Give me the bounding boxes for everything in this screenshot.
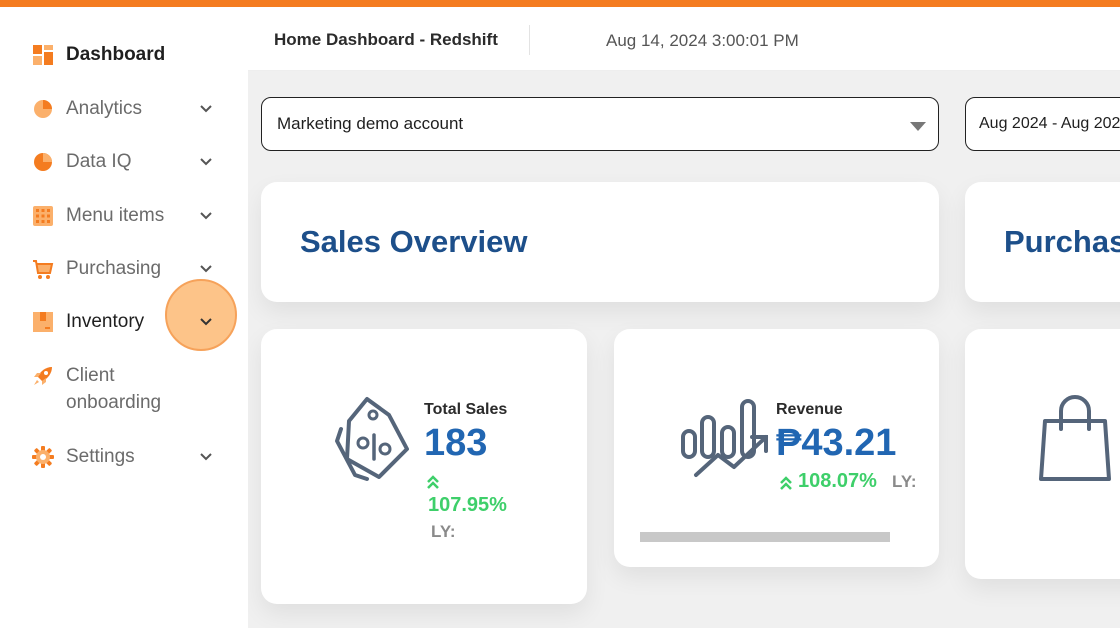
revenue-card[interactable]: Revenue ₱43.21 108.07% LY: <box>614 329 939 567</box>
sidebar-item-label: Data IQ <box>66 151 132 172</box>
growth-chart-icon <box>681 399 768 477</box>
metric-label: Total Sales <box>424 401 508 418</box>
account-select-value: Marketing demo account <box>277 114 464 133</box>
date-range-select[interactable]: Aug 2024 - Aug 2024 <box>965 97 1120 151</box>
sidebar-item-settings[interactable]: Settings <box>32 443 222 470</box>
sidebar-item-data-iq[interactable]: Data IQ <box>32 148 222 175</box>
caret-down-icon[interactable] <box>910 122 926 131</box>
metric-label: Revenue <box>776 401 843 418</box>
metric-value: 183 <box>424 422 488 464</box>
chevron-down-icon[interactable] <box>198 314 214 330</box>
sidebar-item-label: Settings <box>66 446 135 467</box>
sidebar-item-label: Purchasing <box>66 258 162 279</box>
chevron-down-icon[interactable] <box>198 261 214 277</box>
chevron-down-icon[interactable] <box>198 449 214 465</box>
double-chevron-up-icon <box>427 475 439 489</box>
pie-chart-icon <box>32 98 54 120</box>
price-tag-icon <box>335 397 409 481</box>
section-title: Sales Overview <box>300 224 528 259</box>
metric-last-year: LY: <box>431 522 456 541</box>
rocket-icon <box>32 365 54 387</box>
sidebar-item-label: Inventory <box>66 311 145 332</box>
grid-icon <box>32 44 54 66</box>
sidebar-item-label: Analytics <box>66 98 143 119</box>
sidebar-item-menu-items[interactable]: Menu items <box>32 202 222 229</box>
menu-grid-icon <box>32 205 54 227</box>
account-select[interactable]: Marketing demo account <box>261 97 939 151</box>
page-title: Home Dashboard - Redshift <box>274 30 498 49</box>
sidebar-item-label: Dashboard <box>66 44 166 65</box>
sidebar: Dashboard Analytics Data IQ <box>0 7 248 628</box>
purchase-metric-card[interactable] <box>965 329 1120 579</box>
metric-last-year: LY: <box>892 472 915 491</box>
progress-bar <box>640 532 890 542</box>
sales-overview-card: Sales Overview <box>261 182 939 302</box>
metric-change: 107.95% <box>428 494 507 516</box>
pie-chart-icon <box>32 151 54 173</box>
sidebar-item-label: Menu items <box>66 205 165 226</box>
date-range-value: Aug 2024 - Aug 2024 <box>979 115 1120 132</box>
purchase-overview-card: Purchas <box>965 182 1120 302</box>
sidebar-item-inventory[interactable]: Inventory <box>32 308 222 335</box>
total-sales-card[interactable]: Total Sales 183 107.95% LY: <box>261 329 587 604</box>
cart-icon <box>32 258 54 280</box>
double-chevron-up-icon <box>780 476 792 490</box>
shopping-bag-icon <box>1039 395 1111 481</box>
metric-change: 108.07% <box>798 470 877 492</box>
click-highlight <box>165 279 237 351</box>
chevron-down-icon[interactable] <box>198 208 214 224</box>
sidebar-item-dashboard[interactable]: Dashboard <box>32 41 222 68</box>
sidebar-item-client-onboarding[interactable]: Client onboarding <box>32 362 222 416</box>
header: Home Dashboard - Redshift Aug 14, 2024 3… <box>248 7 1120 71</box>
last-updated-timestamp: Aug 14, 2024 3:00:01 PM <box>606 31 799 50</box>
chevron-down-icon[interactable] <box>198 154 214 170</box>
gear-icon <box>32 445 54 468</box>
chevron-down-icon[interactable] <box>198 101 214 117</box>
header-divider <box>529 25 530 55</box>
metric-value: ₱43.21 <box>776 422 897 464</box>
box-icon <box>32 311 54 333</box>
section-title: Purchas <box>1004 224 1120 259</box>
sidebar-item-label: Client onboarding <box>66 365 162 413</box>
sidebar-item-analytics[interactable]: Analytics <box>32 95 222 122</box>
top-accent-bar <box>0 0 1120 7</box>
sidebar-item-purchasing[interactable]: Purchasing <box>32 255 222 282</box>
main-content: Marketing demo account Aug 2024 - Aug 20… <box>248 71 1120 628</box>
